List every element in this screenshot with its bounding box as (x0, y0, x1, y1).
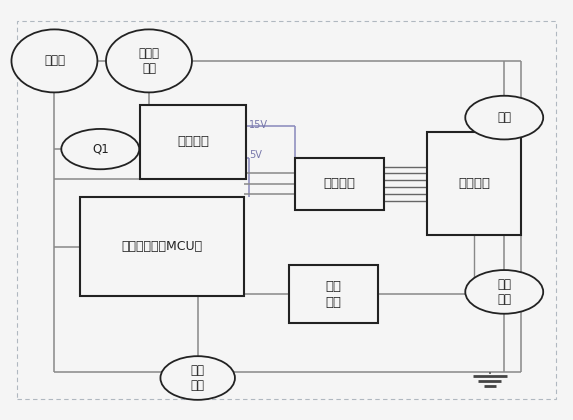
Text: 电源模块: 电源模块 (178, 135, 209, 148)
Ellipse shape (61, 129, 139, 169)
Text: 马达: 马达 (497, 111, 511, 124)
Text: 过流
保护: 过流 保护 (326, 279, 342, 309)
Ellipse shape (465, 96, 543, 139)
Ellipse shape (106, 29, 192, 92)
Text: 电池包: 电池包 (44, 55, 65, 67)
Bar (80, 197, 244, 296)
Text: 15V: 15V (249, 120, 268, 130)
Text: 5V: 5V (249, 150, 262, 160)
Text: 面板
开关: 面板 开关 (191, 364, 205, 392)
Bar (295, 158, 384, 210)
Bar (140, 105, 246, 178)
Text: 大电流
开关: 大电流 开关 (139, 47, 159, 75)
Text: Q1: Q1 (92, 143, 109, 155)
Text: 三相电桥: 三相电桥 (458, 177, 490, 190)
Ellipse shape (465, 270, 543, 314)
Ellipse shape (11, 29, 97, 92)
Text: 取样
电阻: 取样 电阻 (497, 278, 511, 306)
Bar (427, 132, 521, 235)
Text: 中央处理器（MCU）: 中央处理器（MCU） (121, 240, 202, 253)
Ellipse shape (160, 356, 235, 400)
Text: 驱动模块: 驱动模块 (324, 177, 355, 190)
Bar (289, 265, 378, 323)
